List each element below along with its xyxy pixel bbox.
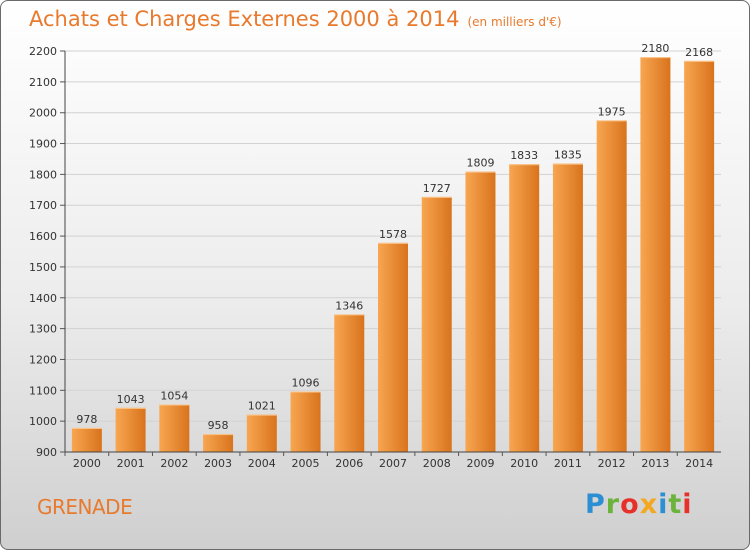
x-tick-label: 2013	[641, 457, 669, 470]
bar	[684, 60, 715, 453]
data-label: 1975	[598, 105, 626, 118]
proxiti-logo[interactable]: Proxiti	[585, 489, 695, 525]
bar	[115, 407, 146, 452]
data-label: 958	[208, 419, 229, 432]
bar	[596, 120, 627, 453]
axes: 900 1000 1100 1200 1300 1400 1500 1600 1700 1800 1…	[29, 45, 721, 470]
logo-letter: i	[658, 489, 669, 520]
data-label: 1346	[335, 299, 363, 312]
bars	[71, 57, 715, 453]
y-tick-label: 900	[36, 446, 57, 459]
y-tick-label: 1700	[29, 199, 57, 212]
logo-letter: i	[682, 489, 693, 520]
data-label: 2168	[685, 46, 713, 59]
logo-letter: r	[605, 489, 621, 520]
x-tick-label: 2012	[598, 457, 626, 470]
bar	[246, 414, 277, 452]
x-tick-label: 2005	[292, 457, 320, 470]
bar	[640, 57, 671, 453]
data-label: 1833	[510, 149, 538, 162]
chart-title-text: Achats et Charges Externes 2000 à 2014	[29, 7, 460, 31]
y-tick-label: 1900	[29, 138, 57, 151]
x-tick-label: 2001	[117, 457, 145, 470]
data-label: 1578	[379, 228, 407, 241]
x-tick-label: 2004	[248, 457, 276, 470]
x-tick-label: 2006	[335, 457, 363, 470]
data-label: 1727	[423, 182, 451, 195]
logo-letter: o	[620, 489, 640, 520]
y-tick-label: 2200	[29, 45, 57, 58]
bar	[334, 314, 365, 452]
data-labels: 978 1043 1054 958 1021 1096 1346 1578 1727 1809 18…	[76, 42, 713, 432]
bar	[290, 391, 321, 452]
x-tick-label: 2011	[554, 457, 582, 470]
x-tick-label: 2014	[685, 457, 713, 470]
bar	[378, 242, 408, 452]
bar	[421, 196, 452, 452]
data-label: 1021	[248, 400, 276, 413]
y-tick-label: 2000	[29, 107, 57, 120]
data-label: 1054	[160, 389, 188, 402]
data-label: 1096	[292, 377, 320, 390]
logo-letter: t	[668, 489, 683, 520]
x-tick-label: 2007	[379, 457, 407, 470]
data-label: 1835	[554, 149, 582, 162]
x-tick-label: 2003	[204, 457, 232, 470]
y-tick-label: 1200	[29, 353, 57, 366]
logo-letter: x	[639, 489, 659, 520]
y-tick-label: 1800	[29, 168, 57, 181]
data-label: 1809	[466, 157, 494, 170]
bar	[552, 163, 583, 453]
bar	[203, 434, 234, 452]
y-tick-label: 1000	[29, 415, 57, 428]
y-tick-label: 1300	[29, 323, 57, 336]
y-tick-label: 1400	[29, 292, 57, 305]
bar	[465, 171, 496, 452]
data-label: 978	[76, 413, 97, 426]
y-tick-label: 2100	[29, 76, 57, 89]
bar	[509, 164, 540, 452]
chart-title: Achats et Charges Externes 2000 à 2014 (e…	[29, 7, 562, 31]
chart-subtitle: (en milliers d'€)	[467, 15, 562, 29]
bar	[71, 427, 102, 452]
y-tick-label: 1500	[29, 261, 57, 274]
x-tick-label: 2009	[466, 457, 494, 470]
city-name: GRENADE	[37, 495, 133, 519]
x-tick-label: 2010	[510, 457, 538, 470]
x-tick-label: 2008	[423, 457, 451, 470]
y-tick-label: 1600	[29, 230, 57, 243]
x-tick-label: 2002	[160, 457, 188, 470]
logo-letter: P	[585, 489, 606, 520]
bar	[159, 404, 190, 452]
data-label: 1043	[117, 393, 145, 406]
x-tick-label: 2000	[73, 457, 101, 470]
y-tick-label: 1100	[29, 384, 57, 397]
data-label: 2180	[641, 42, 669, 55]
